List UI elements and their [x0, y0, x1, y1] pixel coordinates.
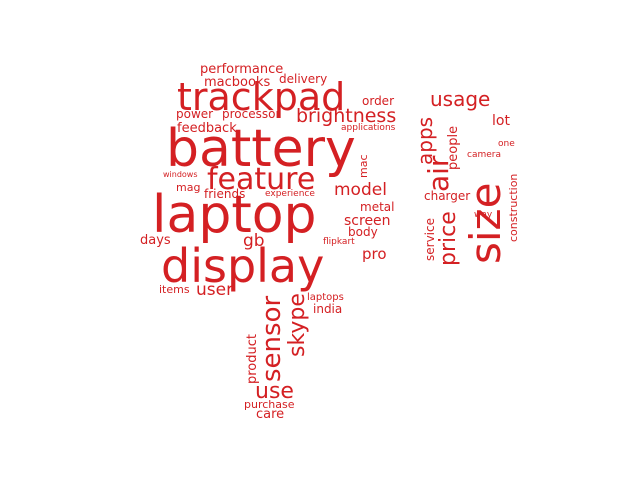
word-india: india	[313, 302, 342, 316]
word-charger: charger	[424, 189, 470, 203]
word-display: display	[161, 239, 324, 293]
word-body: body	[348, 225, 378, 239]
word-trackpad: trackpad	[177, 75, 345, 119]
word-metal: metal	[360, 200, 394, 214]
word-windows: windows	[163, 170, 198, 179]
word-friends: friends	[204, 187, 245, 201]
word-gb: gb	[243, 231, 265, 251]
word-processor: processor	[222, 107, 280, 121]
word-laptops: laptops	[307, 292, 344, 303]
word-skype: skype	[285, 293, 310, 357]
word-applications: applications	[341, 123, 396, 133]
word-air: air	[422, 155, 455, 192]
word-way: way	[474, 210, 493, 220]
word-sensor: sensor	[257, 296, 287, 382]
word-experience: experience	[265, 189, 315, 199]
word-battery: battery	[166, 119, 356, 179]
word-brightness: brightness	[296, 105, 396, 127]
word-usage: usage	[430, 87, 490, 111]
word-product: product	[245, 334, 260, 384]
word-power: power	[176, 107, 213, 121]
word-days: days	[140, 233, 171, 248]
word-purchase: purchase	[244, 398, 295, 411]
word-delivery: delivery	[279, 72, 327, 86]
word-lot: lot	[492, 113, 510, 129]
word-mag: mag	[176, 181, 200, 194]
word-performance: performance	[200, 62, 283, 77]
word-laptop: laptop	[152, 185, 317, 245]
word-model: model	[334, 180, 387, 200]
word-screen: screen	[344, 213, 391, 229]
word-construction: construction	[507, 174, 520, 242]
word-use: use	[255, 379, 294, 404]
word-service: service	[423, 218, 437, 261]
word-user: user	[196, 280, 233, 300]
word-order: order	[362, 94, 394, 108]
word-feedback: feedback	[177, 121, 237, 136]
word-flipkart: flipkart	[323, 237, 355, 247]
word-camera: camera	[467, 150, 501, 160]
word-macbooks: macbooks	[204, 75, 270, 90]
word-size: size	[461, 183, 510, 264]
word-apps: apps	[413, 117, 437, 165]
word-mac: mac	[357, 154, 370, 178]
word-feature: feature	[207, 162, 315, 197]
word-one: one	[498, 139, 515, 149]
word-price: price	[436, 211, 461, 266]
word-pro: pro	[362, 245, 387, 263]
word-people: people	[446, 126, 461, 170]
word-care: care	[256, 407, 284, 422]
word-items: items	[159, 283, 190, 296]
